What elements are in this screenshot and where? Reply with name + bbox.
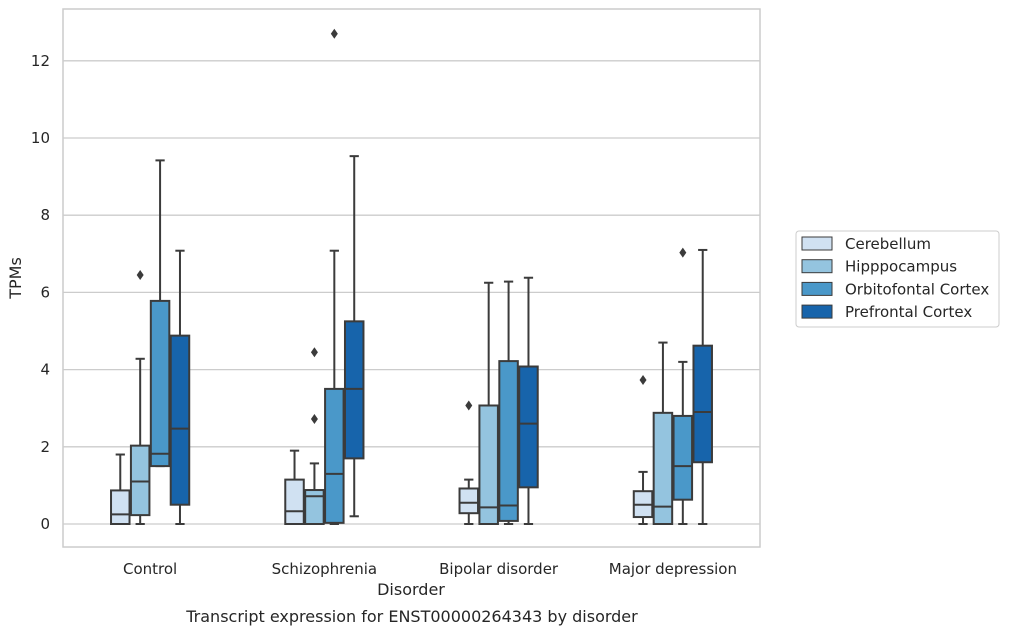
x-tick-label: Bipolar disorder [439,560,559,578]
x-tick-labels: Control Schizophrenia Bipolar disorder Majo… [123,560,737,578]
box-body [478,404,499,525]
box-cerebellum-0 [110,453,131,525]
box-body [652,411,674,525]
outlier-point [639,375,647,386]
legend-label: Cerebellum [845,235,931,253]
x-axis-label: Disorder [377,580,445,599]
box-body [458,487,480,515]
y-tick-label: 6 [40,283,50,301]
box-cerebellum-3 [632,375,654,525]
box-body [284,478,305,525]
box-hipppocampus-3 [652,341,674,525]
box-hipppocampus-1 [304,347,325,526]
outlier-point [310,347,318,358]
outlier-point [310,414,318,425]
box-body [169,334,191,506]
y-tick-label: 4 [40,361,50,379]
legend-label: Hipppocampus [845,258,957,276]
legend-swatch [801,281,833,296]
boxes [110,28,713,526]
outlier-point [465,400,473,411]
legend-frame [795,230,1000,328]
box-hipppocampus-0 [129,270,151,525]
plot-frame [62,8,761,548]
box-orbitofontal-cortex-3 [672,247,694,525]
box-body [692,344,713,464]
box-prefrontal-cortex-2 [518,276,539,525]
legend-label: Prefrontal Cortex [845,303,972,321]
legend-swatch [801,304,833,319]
y-tick-label: 12 [31,52,50,70]
box-body [498,360,519,522]
box-hipppocampus-2 [478,281,499,525]
y-tick-label: 8 [40,206,50,224]
x-tick-label: Schizophrenia [272,560,377,578]
x-tick-label: Major depression [609,560,737,578]
outlier-point [136,270,144,281]
y-tick-labels: 0 2 4 6 8 10 12 [31,52,50,533]
box-body [672,414,694,501]
box-body [129,444,151,517]
y-tick-label: 0 [40,515,50,533]
box-prefrontal-cortex-3 [692,248,713,525]
legend-label: Orbitofontal Cortex [845,280,989,298]
x-tick-label: Control [123,560,177,578]
outlier-point [330,28,338,39]
box-body [324,387,345,524]
box-body [110,489,131,525]
box-body [304,489,325,526]
legend-swatch [801,236,833,251]
legend: Cerebellum Hipppocampus Orbitofontal Corte… [795,230,1000,328]
box-orbitofontal-cortex-1 [324,28,345,525]
box-body [518,365,539,489]
legend-swatch [801,259,833,274]
box-orbitofontal-cortex-2 [498,280,519,525]
box-orbitofontal-cortex-0 [149,159,171,468]
box-prefrontal-cortex-0 [169,249,191,525]
box-body [149,299,171,468]
y-axis-label: TPMs [6,257,25,300]
box-prefrontal-cortex-1 [343,155,365,518]
box-cerebellum-2 [458,400,480,525]
y-tick-label: 10 [31,129,50,147]
y-tick-label: 2 [40,438,50,456]
chart-caption: Transcript expression for ENST0000026434… [185,607,638,626]
box-cerebellum-1 [284,449,305,525]
outlier-point [679,247,687,258]
